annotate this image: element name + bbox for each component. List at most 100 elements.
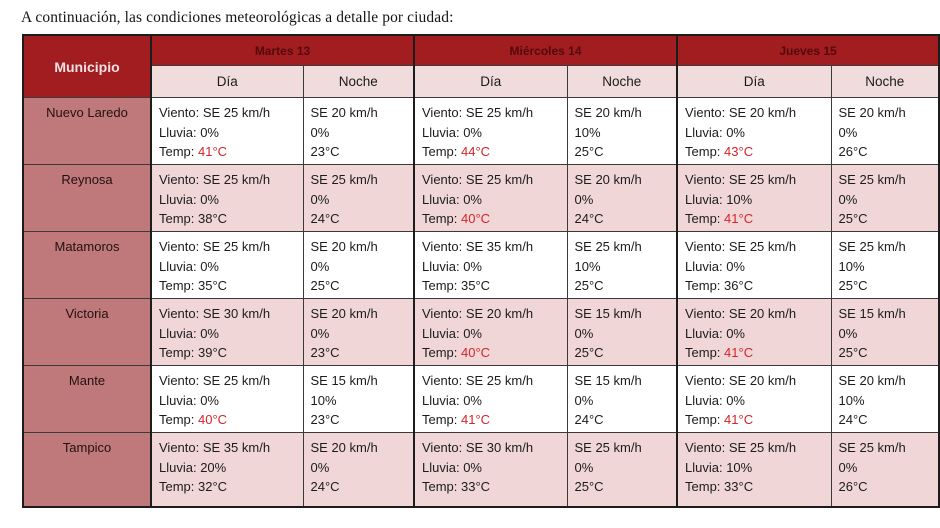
temp-line: 25°C xyxy=(839,276,933,296)
rain-line: 0% xyxy=(574,392,594,408)
temp-line: 25°C xyxy=(575,142,671,162)
day-header-miercoles: Miércoles 14 xyxy=(412,34,678,66)
municipio-cell: Tampico xyxy=(22,432,152,507)
temp-value: 25°C xyxy=(574,278,604,293)
subheader-noche: Noche xyxy=(830,65,940,98)
table-row: Victoria Viento: SE 30 km/h Lluvia: 0% Temp… xyxy=(22,298,940,366)
temp-line: 25°C xyxy=(839,209,933,229)
temp-line: Temp: 41°C xyxy=(159,144,228,159)
temp-value: 43°C xyxy=(724,144,754,159)
intro-text: A continuación, las condiciones meteorol… xyxy=(21,9,454,26)
night-forecast-cell: SE 15 km/h 0% 25°C xyxy=(566,298,678,366)
wind-line: Viento: SE 20 km/h xyxy=(422,306,534,321)
wind-line: SE 25 km/h xyxy=(574,440,642,455)
day-header-jueves: Jueves 15 xyxy=(676,34,940,66)
temp-value: 25°C xyxy=(838,211,868,226)
wind-line: SE 20 km/h xyxy=(574,172,642,187)
municipio-cell: Mante xyxy=(22,365,152,433)
temp-value: 44°C xyxy=(461,144,491,159)
table-header: Municipio Martes 13 Miércoles 14 Jueves … xyxy=(22,34,940,98)
temp-line: Temp: 33°C xyxy=(685,479,754,494)
day-forecast-cell: Viento: SE 30 km/h Lluvia: 0% Temp: 33°C xyxy=(413,432,568,507)
temp-line: 24°C xyxy=(311,477,408,497)
temp-line: 26°C xyxy=(839,477,933,497)
temp-value: 26°C xyxy=(838,479,868,494)
rain-line: 10% xyxy=(574,258,601,274)
day-forecast-cell: Viento: SE 20 km/h Lluvia: 0% Temp: 41°C xyxy=(676,298,832,366)
rain-line: 0% xyxy=(838,459,858,475)
day-forecast-cell: Viento: SE 25 km/h Lluvia: 0% Temp: 40°C xyxy=(413,164,568,232)
day-forecast-cell: Viento: SE 25 km/h Lluvia: 0% Temp: 41°C xyxy=(413,365,568,433)
subheader-row: Día Noche Día Noche Día Noche xyxy=(23,65,940,98)
temp-value: 41°C xyxy=(198,144,228,159)
temp-line: Temp: 32°C xyxy=(159,479,228,494)
subheader-noche: Noche xyxy=(302,65,415,98)
temp-value: 24°C xyxy=(838,412,868,427)
day-forecast-cell: Viento: SE 25 km/h Lluvia: 0% Temp: 44°C xyxy=(413,97,568,165)
temp-value: 33°C xyxy=(461,479,491,494)
wind-line: Viento: SE 25 km/h xyxy=(422,172,534,187)
rain-line: Lluvia: 0% xyxy=(159,258,219,274)
wind-line: SE 15 km/h xyxy=(574,306,642,321)
rain-line: 10% xyxy=(574,124,601,140)
night-forecast-cell: SE 15 km/h 0% 24°C xyxy=(566,365,678,433)
wind-line: Viento: SE 25 km/h xyxy=(685,239,797,254)
wind-line: Viento: SE 20 km/h xyxy=(685,373,797,388)
day-forecast-cell: Viento: SE 35 km/h Lluvia: 20% Temp: 32°C xyxy=(150,432,304,507)
rain-line: 0% xyxy=(838,325,858,341)
rain-line: 0% xyxy=(310,258,330,274)
wind-line: SE 25 km/h xyxy=(838,172,906,187)
rain-line: 0% xyxy=(310,191,330,207)
rain-line: Lluvia: 0% xyxy=(422,258,482,274)
temp-line: 24°C xyxy=(575,410,671,430)
temp-line: Temp: 41°C xyxy=(685,412,754,427)
temp-value: 38°C xyxy=(198,211,228,226)
subheader-dia: Día xyxy=(150,65,304,98)
temp-line: 23°C xyxy=(311,142,408,162)
rain-line: 0% xyxy=(310,325,330,341)
table-row: Tampico Viento: SE 35 km/h Lluvia: 20% Temp… xyxy=(22,432,940,507)
temp-line: Temp: 35°C xyxy=(159,278,228,293)
rain-line: 0% xyxy=(310,124,330,140)
wind-line: Viento: SE 25 km/h xyxy=(159,172,271,187)
temp-value: 41°C xyxy=(724,345,754,360)
temp-line: 24°C xyxy=(839,410,933,430)
temp-value: 41°C xyxy=(724,211,754,226)
temp-line: Temp: 41°C xyxy=(422,412,491,427)
subheader-dia: Día xyxy=(413,65,568,98)
temp-line: 25°C xyxy=(311,276,408,296)
rain-line: Lluvia: 20% xyxy=(159,459,227,475)
wind-line: Viento: SE 25 km/h xyxy=(422,373,534,388)
wind-line: Viento: SE 25 km/h xyxy=(685,172,797,187)
temp-line: Temp: 40°C xyxy=(422,345,491,360)
temp-line: 25°C xyxy=(575,276,671,296)
rain-line: 10% xyxy=(838,258,865,274)
rain-line: Lluvia: 0% xyxy=(159,392,219,408)
day-forecast-cell: Viento: SE 35 km/h Lluvia: 0% Temp: 35°C xyxy=(413,231,568,299)
temp-value: 25°C xyxy=(574,144,604,159)
day-forecast-cell: Viento: SE 20 km/h Lluvia: 0% Temp: 43°C xyxy=(676,97,832,165)
wind-line: SE 15 km/h xyxy=(838,306,906,321)
rain-line: Lluvia: 0% xyxy=(422,392,482,408)
day-forecast-cell: Viento: SE 25 km/h Lluvia: 10% Temp: 33°C xyxy=(676,432,832,507)
wind-line: Viento: SE 25 km/h xyxy=(159,239,271,254)
day-header-martes: Martes 13 xyxy=(150,34,415,66)
temp-line: 24°C xyxy=(575,209,671,229)
night-forecast-cell: SE 20 km/h 0% 25°C xyxy=(302,231,415,299)
wind-line: Viento: SE 25 km/h xyxy=(685,440,797,455)
wind-line: SE 20 km/h xyxy=(838,105,906,120)
rain-line: Lluvia: 0% xyxy=(159,124,219,140)
wind-line: SE 20 km/h xyxy=(310,306,378,321)
temp-line: 23°C xyxy=(311,343,408,363)
table-row: Reynosa Viento: SE 25 km/h Lluvia: 0% Temp:… xyxy=(22,164,940,232)
temp-value: 33°C xyxy=(724,479,754,494)
wind-line: Viento: SE 30 km/h xyxy=(422,440,534,455)
wind-line: SE 15 km/h xyxy=(310,373,378,388)
wind-line: SE 25 km/h xyxy=(310,172,378,187)
rain-line: Lluvia: 0% xyxy=(685,124,745,140)
night-forecast-cell: SE 20 km/h 10% 25°C xyxy=(566,97,678,165)
night-forecast-cell: SE 15 km/h 10% 23°C xyxy=(302,365,415,433)
temp-value: 24°C xyxy=(574,211,604,226)
night-forecast-cell: SE 25 km/h 0% 24°C xyxy=(302,164,415,232)
temp-line: 25°C xyxy=(839,343,933,363)
